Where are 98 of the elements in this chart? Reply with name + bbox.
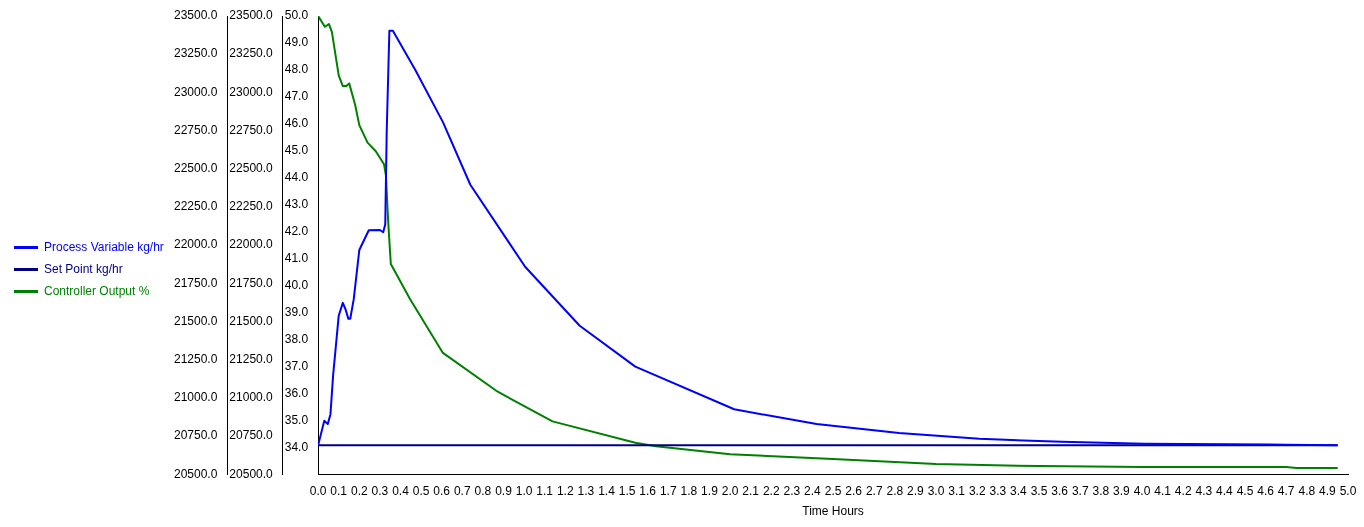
x-tick-label: 3.3 xyxy=(989,483,1007,498)
x-tick-label: 3.2 xyxy=(968,483,986,498)
x-tick-label: 2.4 xyxy=(804,483,822,498)
x-tick-label: 1.9 xyxy=(701,483,719,498)
y3-tick-label: 41.0 xyxy=(284,250,309,265)
x-tick-label: 3.0 xyxy=(927,483,945,498)
y-tick-label: 20500.0 xyxy=(173,466,218,481)
x-tick-label: 1.8 xyxy=(680,483,698,498)
x-tick-label: 2.0 xyxy=(721,483,739,498)
x-tick-label: 4.1 xyxy=(1154,483,1172,498)
x-tick-label: 2.8 xyxy=(886,483,904,498)
x-tick-label: 1.3 xyxy=(577,483,595,498)
y2-tick-label: 20750.0 xyxy=(229,428,274,443)
y3-tick-label: 36.0 xyxy=(284,385,309,400)
x-tick-label: 3.6 xyxy=(1051,483,1069,498)
x-tick-label: 0.5 xyxy=(412,483,430,498)
x-tick-label: 0.3 xyxy=(371,483,389,498)
legend-label: Process Variable kg/hr xyxy=(44,239,164,254)
y-tick-label: 22000.0 xyxy=(173,237,218,252)
x-tick-label: 2.3 xyxy=(783,483,801,498)
x-tick-label: 1.5 xyxy=(618,483,636,498)
x-tick-label: 2.7 xyxy=(865,483,883,498)
legend-label: Set Point kg/hr xyxy=(44,261,123,276)
x-tick-label: 4.7 xyxy=(1277,483,1295,498)
x-tick-label: 2.2 xyxy=(762,483,780,498)
y2-tick-label: 23000.0 xyxy=(229,84,274,99)
y-tick-label: 21250.0 xyxy=(173,351,218,366)
y-tick-label: 21750.0 xyxy=(173,275,218,290)
y-tick-label: 23500.0 xyxy=(173,8,218,23)
x-tick-label: 1.7 xyxy=(659,483,677,498)
y3-tick-label: 35.0 xyxy=(284,412,309,427)
y2-tick-label: 23500.0 xyxy=(229,8,274,23)
x-tick-label: 1.4 xyxy=(598,483,616,498)
y3-tick-label: 38.0 xyxy=(284,331,309,346)
x-tick-label: 3.7 xyxy=(1071,483,1089,498)
y2-tick-label: 22500.0 xyxy=(229,161,274,176)
x-tick-label: 4.6 xyxy=(1257,483,1275,498)
y3-tick-label: 44.0 xyxy=(284,170,309,185)
y2-tick-label: 23250.0 xyxy=(229,46,274,61)
y2-tick-label: 22250.0 xyxy=(229,199,274,214)
x-tick-label: 1.2 xyxy=(556,483,574,498)
legend-label: Controller Output % xyxy=(44,283,150,298)
y-tick-label: 23000.0 xyxy=(173,84,218,99)
x-tick-label: 0.0 xyxy=(309,483,327,498)
y3-tick-label: 47.0 xyxy=(284,89,309,104)
x-tick-label: 0.6 xyxy=(433,483,451,498)
x-tick-label: 4.2 xyxy=(1174,483,1192,498)
y3-tick-label: 49.0 xyxy=(284,35,309,50)
x-tick-label: 2.9 xyxy=(907,483,925,498)
y3-tick-label: 50.0 xyxy=(284,8,309,23)
y2-tick-label: 21500.0 xyxy=(229,313,274,328)
x-tick-label: 3.5 xyxy=(1030,483,1048,498)
x-tick-label: 0.4 xyxy=(392,483,410,498)
y3-tick-label: 40.0 xyxy=(284,277,309,292)
x-axis-title: Time Hours xyxy=(802,504,864,519)
x-tick-label: 4.9 xyxy=(1319,483,1337,498)
y2-tick-label: 21750.0 xyxy=(229,275,274,290)
x-tick-label: 1.0 xyxy=(515,483,533,498)
y3-tick-label: 39.0 xyxy=(284,304,309,319)
y2-tick-label: 21000.0 xyxy=(229,390,274,405)
y-tick-label: 21000.0 xyxy=(173,390,218,405)
x-tick-label: 4.3 xyxy=(1195,483,1213,498)
x-tick-label: 2.5 xyxy=(824,483,842,498)
y-tick-label: 22500.0 xyxy=(173,161,218,176)
x-tick-label: 3.4 xyxy=(1010,483,1028,498)
x-tick-label: 1.6 xyxy=(639,483,657,498)
y-tick-label: 22250.0 xyxy=(173,199,218,214)
y-tick-label: 22750.0 xyxy=(173,122,218,137)
y2-tick-label: 22000.0 xyxy=(229,237,274,252)
y3-tick-label: 45.0 xyxy=(284,143,309,158)
x-tick-label: 4.0 xyxy=(1133,483,1151,498)
x-tick-label: 3.8 xyxy=(1092,483,1110,498)
x-tick-label: 3.9 xyxy=(1113,483,1131,498)
y-tick-label: 21500.0 xyxy=(173,313,218,328)
x-tick-label: 4.8 xyxy=(1298,483,1316,498)
x-tick-label: 0.7 xyxy=(453,483,471,498)
x-tick-label: 2.6 xyxy=(845,483,863,498)
y3-tick-label: 46.0 xyxy=(284,116,309,131)
x-tick-label: 1.1 xyxy=(536,483,554,498)
y-tick-label: 23250.0 xyxy=(173,46,218,61)
x-tick-label: 2.1 xyxy=(742,483,760,498)
x-tick-label: 0.9 xyxy=(495,483,513,498)
x-tick-label: 0.8 xyxy=(474,483,492,498)
y3-tick-label: 37.0 xyxy=(284,358,309,373)
y3-tick-label: 43.0 xyxy=(284,196,309,211)
x-tick-label: 4.4 xyxy=(1216,483,1234,498)
x-tick-label: 5.0 xyxy=(1339,483,1357,498)
y3-tick-label: 34.0 xyxy=(284,439,309,454)
x-tick-label: 0.2 xyxy=(350,483,368,498)
y2-tick-label: 20500.0 xyxy=(229,466,274,481)
y3-tick-label: 42.0 xyxy=(284,223,309,238)
x-tick-label: 4.5 xyxy=(1236,483,1254,498)
y-tick-label: 20750.0 xyxy=(173,428,218,443)
y2-tick-label: 22750.0 xyxy=(229,122,274,137)
y2-tick-label: 21250.0 xyxy=(229,351,274,366)
y3-tick-label: 48.0 xyxy=(284,62,309,77)
x-tick-label: 3.1 xyxy=(948,483,966,498)
x-tick-label: 0.1 xyxy=(330,483,348,498)
